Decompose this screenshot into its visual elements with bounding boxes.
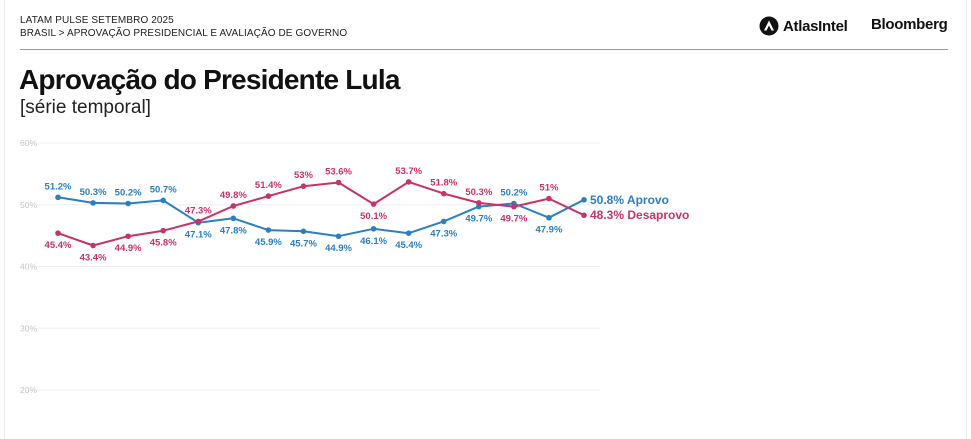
disapprove-line [57,180,585,247]
disapprove-data-label: 50.3% [465,187,492,198]
approve-data-label: 47.9% [535,225,562,236]
approve-point [440,218,447,225]
approve-point [300,228,307,235]
report-kicker: LATAM PULSE SETEMBRO 2025 [20,15,174,26]
disapprove-point [300,183,307,190]
approve-point [55,194,61,201]
approve-data-label: 50.3% [80,187,107,198]
approve-data-label: 44.9% [325,243,352,254]
approve-point [265,227,272,233]
y-tick-label: 50% [20,200,37,210]
atlasintel-wordmark: AtlasIntel [783,17,848,35]
approve-data-label: 45.9% [255,237,282,248]
disapprove-point [370,201,377,207]
disapprove-point [265,193,272,199]
approve-data-label: 47.1% [185,230,212,241]
disapprove-data-label: 47.3% [185,205,212,216]
approve-data-label: 50.2% [500,188,527,199]
disapprove-data-label: 51% [539,183,559,194]
disapprove-data-label: 53.6% [325,167,352,178]
chart-lines [57,180,585,247]
approve-data-label: 50.7% [150,184,177,195]
approve-data-label: 47.8% [220,225,247,236]
disapprove-data-label: 44.9% [115,243,142,254]
chart-points [55,179,587,249]
disapprove-point [546,195,552,202]
disapprove-point [160,227,166,234]
page-subtitle: [série temporal] [20,97,151,118]
approve-point [90,200,96,206]
y-tick-label: 30% [20,323,37,333]
approve-data-label: 45.4% [395,240,422,251]
disapprove-data-label: 53% [294,170,314,181]
approve-point [370,226,377,232]
disapprove-data-label: 49.8% [220,190,247,201]
breadcrumb: BRASIL > APROVAÇÃO PRESIDENCIAL E AVALIA… [20,28,348,39]
disapprove-data-label: 51.8% [430,178,457,189]
approve-point [405,230,412,236]
approve-point [581,197,587,203]
disapprove-point [195,218,202,225]
approve-point [335,233,342,240]
disapprove-point [335,179,342,186]
disapprove-data-label: 53.7% [395,166,422,177]
disapprove-data-label: 50.1% [360,211,387,222]
disapprove-point [230,203,237,209]
approve-point [160,197,166,204]
chart-frame [4,0,967,439]
approve-point [125,200,131,207]
y-tick-label: 40% [20,262,37,272]
chart-data-labels: 51.2% 50.3% 50.2% 50.7% 47.1% 47.8% 45.9% 45.7%… [45,166,690,264]
y-tick-label: 60% [20,138,37,148]
atlasintel-mark-icon [759,16,779,36]
bloomberg-logo: Bloomberg [871,16,948,33]
atlasintel-logo: AtlasIntel [759,16,848,36]
disapprove-data-label: 43.4% [80,253,107,264]
y-tick-label: 20% [20,385,37,395]
approve-data-label: 47.3% [430,228,457,239]
disapprove-point [511,203,517,210]
disapprove-end-label: 48.3% Desaprovo [590,208,689,222]
approve-data-label: 46.1% [360,236,387,247]
disapprove-point [440,190,447,197]
chart-grid: 60% 50% 40% 30% 20% [20,138,600,395]
approve-end-label: 50.8% Aprovo [590,193,669,207]
disapprove-point [125,233,131,240]
disapprove-point [405,179,412,185]
approve-point [230,215,237,222]
approve-data-label: 50.2% [115,188,142,199]
header-divider [20,49,948,50]
approve-data-label: 51.2% [45,181,72,192]
disapprove-point [90,242,96,249]
disapprove-data-label: 49.7% [500,214,527,225]
disapprove-point [55,230,61,236]
disapprove-data-label: 51.4% [255,180,282,191]
disapprove-data-label: 45.8% [150,238,177,249]
approve-data-label: 45.7% [290,238,317,249]
page-title: Aprovação do Presidente Lula [19,64,400,95]
disapprove-data-label: 45.4% [45,240,72,251]
disapprove-point [476,200,482,206]
disapprove-point [581,212,587,219]
approve-data-label: 49.7% [465,214,492,225]
approve-point [546,214,552,221]
